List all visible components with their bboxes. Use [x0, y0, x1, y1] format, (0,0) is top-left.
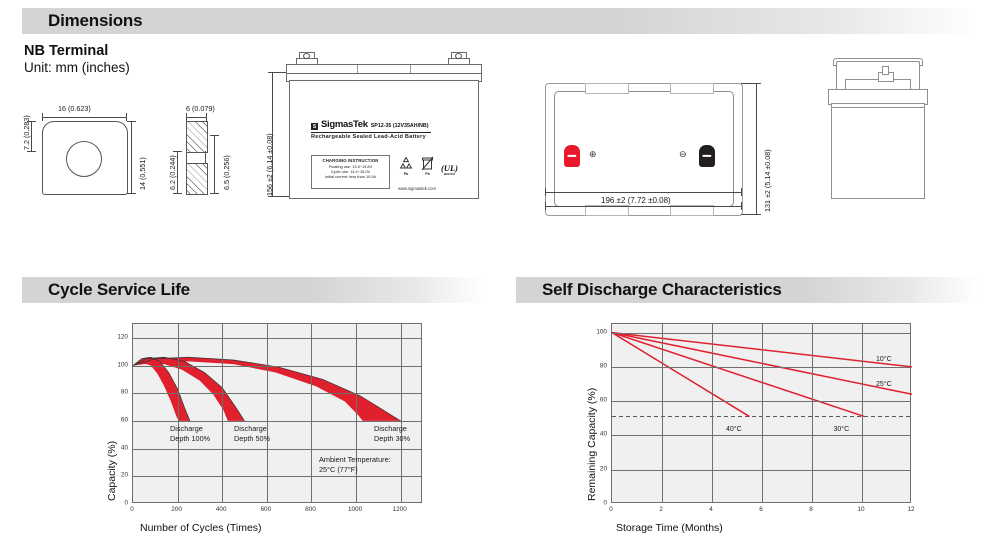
- sigmas-logo-icon: S: [311, 123, 318, 130]
- sd-ytick: 100: [596, 328, 607, 336]
- cycle-ytick: 0: [124, 499, 128, 507]
- subsection-title: NB Terminal: [24, 43, 109, 59]
- cycle-y-axis-label: Capacity (%): [106, 440, 118, 501]
- battery-depth-label: 131 ±2 (5.14 ±0.08): [763, 149, 772, 212]
- sd-ytick: 20: [599, 465, 607, 473]
- cycle-plot-area: [132, 323, 422, 503]
- ul-letters: (UL): [441, 162, 458, 173]
- brand-name: SigmasTek: [321, 119, 368, 130]
- cycle-x-axis-label: Number of Cycles (Times): [140, 522, 262, 534]
- self-discharge-chart: 0 2 4 6 8 10 12 0 20 40 60 80 100 Storage Time (Mont…: [516, 315, 986, 545]
- sd-ytick: 0: [603, 499, 607, 507]
- cycle-annotation-dod100: Discharge Depth 100%: [170, 424, 211, 443]
- charging-line-floating: Floating use: 13.5~13.8V: [328, 163, 373, 169]
- sd-xtick: 10: [857, 506, 865, 513]
- sd-x-axis-label: Storage Time (Months): [616, 522, 723, 534]
- cycle-ytick: 60: [120, 416, 128, 424]
- cycle-xtick: 0: [130, 506, 134, 513]
- terminal-height-label: 14 (0.551): [138, 157, 147, 190]
- sd-xtick: 0: [609, 506, 613, 513]
- cycle-xtick: 1000: [347, 506, 363, 513]
- sd-y-axis-label: Remaining Capacity (%): [586, 387, 598, 501]
- charging-instruction-box: CHARGING INSTRUCTION Floating use: 13.5~…: [311, 155, 390, 189]
- self-discharge-section-bar: Self Discharge Characteristics: [516, 277, 978, 303]
- negative-polarity-icon: ⊖: [679, 149, 687, 159]
- cycle-xtick: 800: [305, 506, 316, 513]
- self-discharge-plot-area: [611, 323, 913, 503]
- sd-temp-label: 40°C: [726, 425, 742, 433]
- sd-xtick: 2: [659, 506, 663, 513]
- recycle-caption: Pb: [403, 171, 409, 176]
- cycle-annotation-ambient: Ambient Temperature: 25°C (77°F): [319, 455, 391, 474]
- cycle-ytick: 40: [120, 444, 128, 452]
- terminal-thickness-label: 6 (0.079): [186, 104, 215, 113]
- sd-xtick: 6: [759, 506, 763, 513]
- positive-terminal-post: [564, 145, 580, 167]
- page-title: Dimensions: [48, 11, 143, 30]
- battery-model: SP12-35 (12V35AH/NB): [370, 123, 429, 129]
- negative-terminal-post: [699, 145, 715, 167]
- unit-note: Unit: mm (inches): [24, 60, 130, 75]
- cycle-annotation-dod30: Discharge Depth 30%: [374, 424, 411, 443]
- charging-line-current: Initial current: less than 10.5A: [324, 173, 377, 179]
- positive-polarity-icon: ⊕: [589, 149, 597, 159]
- sd-xtick: 8: [809, 506, 813, 513]
- no-bin-pb-icon: Pb: [421, 156, 434, 176]
- terminal-inner-label: 6.2 (0.244): [168, 155, 177, 190]
- charging-title: CHARGING INSTRUCTION: [322, 157, 379, 163]
- cycle-annotation-dod50: Discharge Depth 50%: [234, 424, 271, 443]
- cycle-xtick: 200: [171, 506, 182, 513]
- cycle-ytick: 100: [117, 361, 128, 369]
- self-discharge-section-title: Self Discharge Characteristics: [542, 280, 782, 299]
- recycle-pb-icon: Pb: [398, 156, 414, 176]
- sd-ytick: 60: [599, 396, 607, 404]
- sd-temp-label: 30°C: [833, 425, 850, 433]
- terminal-hole: [66, 141, 102, 177]
- terminal-width-label: 16 (0.623): [58, 104, 91, 113]
- sd-ytick: 80: [599, 362, 607, 370]
- ul-file-number: MH27213: [443, 172, 456, 176]
- no-bin-caption: Pb: [425, 171, 430, 176]
- ul-mark-icon: (UL) MH27213: [441, 162, 458, 176]
- sd-temp-label: 10°C: [876, 355, 892, 363]
- website-text: www.sigmastek.com: [398, 186, 436, 191]
- cycle-section-title: Cycle Service Life: [48, 280, 190, 299]
- sd-ytick: 40: [599, 430, 607, 438]
- cycle-xtick: 1200: [392, 506, 407, 513]
- charging-line-cycle: Cycle use: 14.4~15.0V: [330, 168, 371, 174]
- cycle-section-bar: Cycle Service Life: [22, 277, 484, 303]
- cycle-ytick: 80: [120, 388, 128, 396]
- terminal-outer-label: 6.5 (0.256): [222, 155, 231, 190]
- brand-lockup: S SigmasTek SP12-35 (12V35AH/NB): [311, 119, 428, 130]
- cycle-xtick: 600: [260, 506, 272, 513]
- cycle-service-life-chart: 0 200 400 600 800 1000 1200 0 20 40 60 80 100 120 Num…: [22, 315, 484, 545]
- battery-width-label: 196 ±2 (7.72 ±0.08): [601, 196, 671, 205]
- cycle-ytick: 20: [120, 471, 128, 479]
- cycle-ytick: 120: [117, 333, 128, 341]
- cycle-xtick: 400: [215, 506, 227, 513]
- sd-xtick: 12: [907, 506, 915, 513]
- battery-type-line: Rechargeable Sealed Lead-Acid Battery: [311, 134, 426, 140]
- sd-xtick: 4: [709, 506, 713, 513]
- sd-temp-label: 25°C: [876, 381, 892, 389]
- certification-marks: Pb Pb (UL) MH27213: [398, 156, 458, 176]
- dimensions-section-bar: Dimensions: [22, 8, 978, 34]
